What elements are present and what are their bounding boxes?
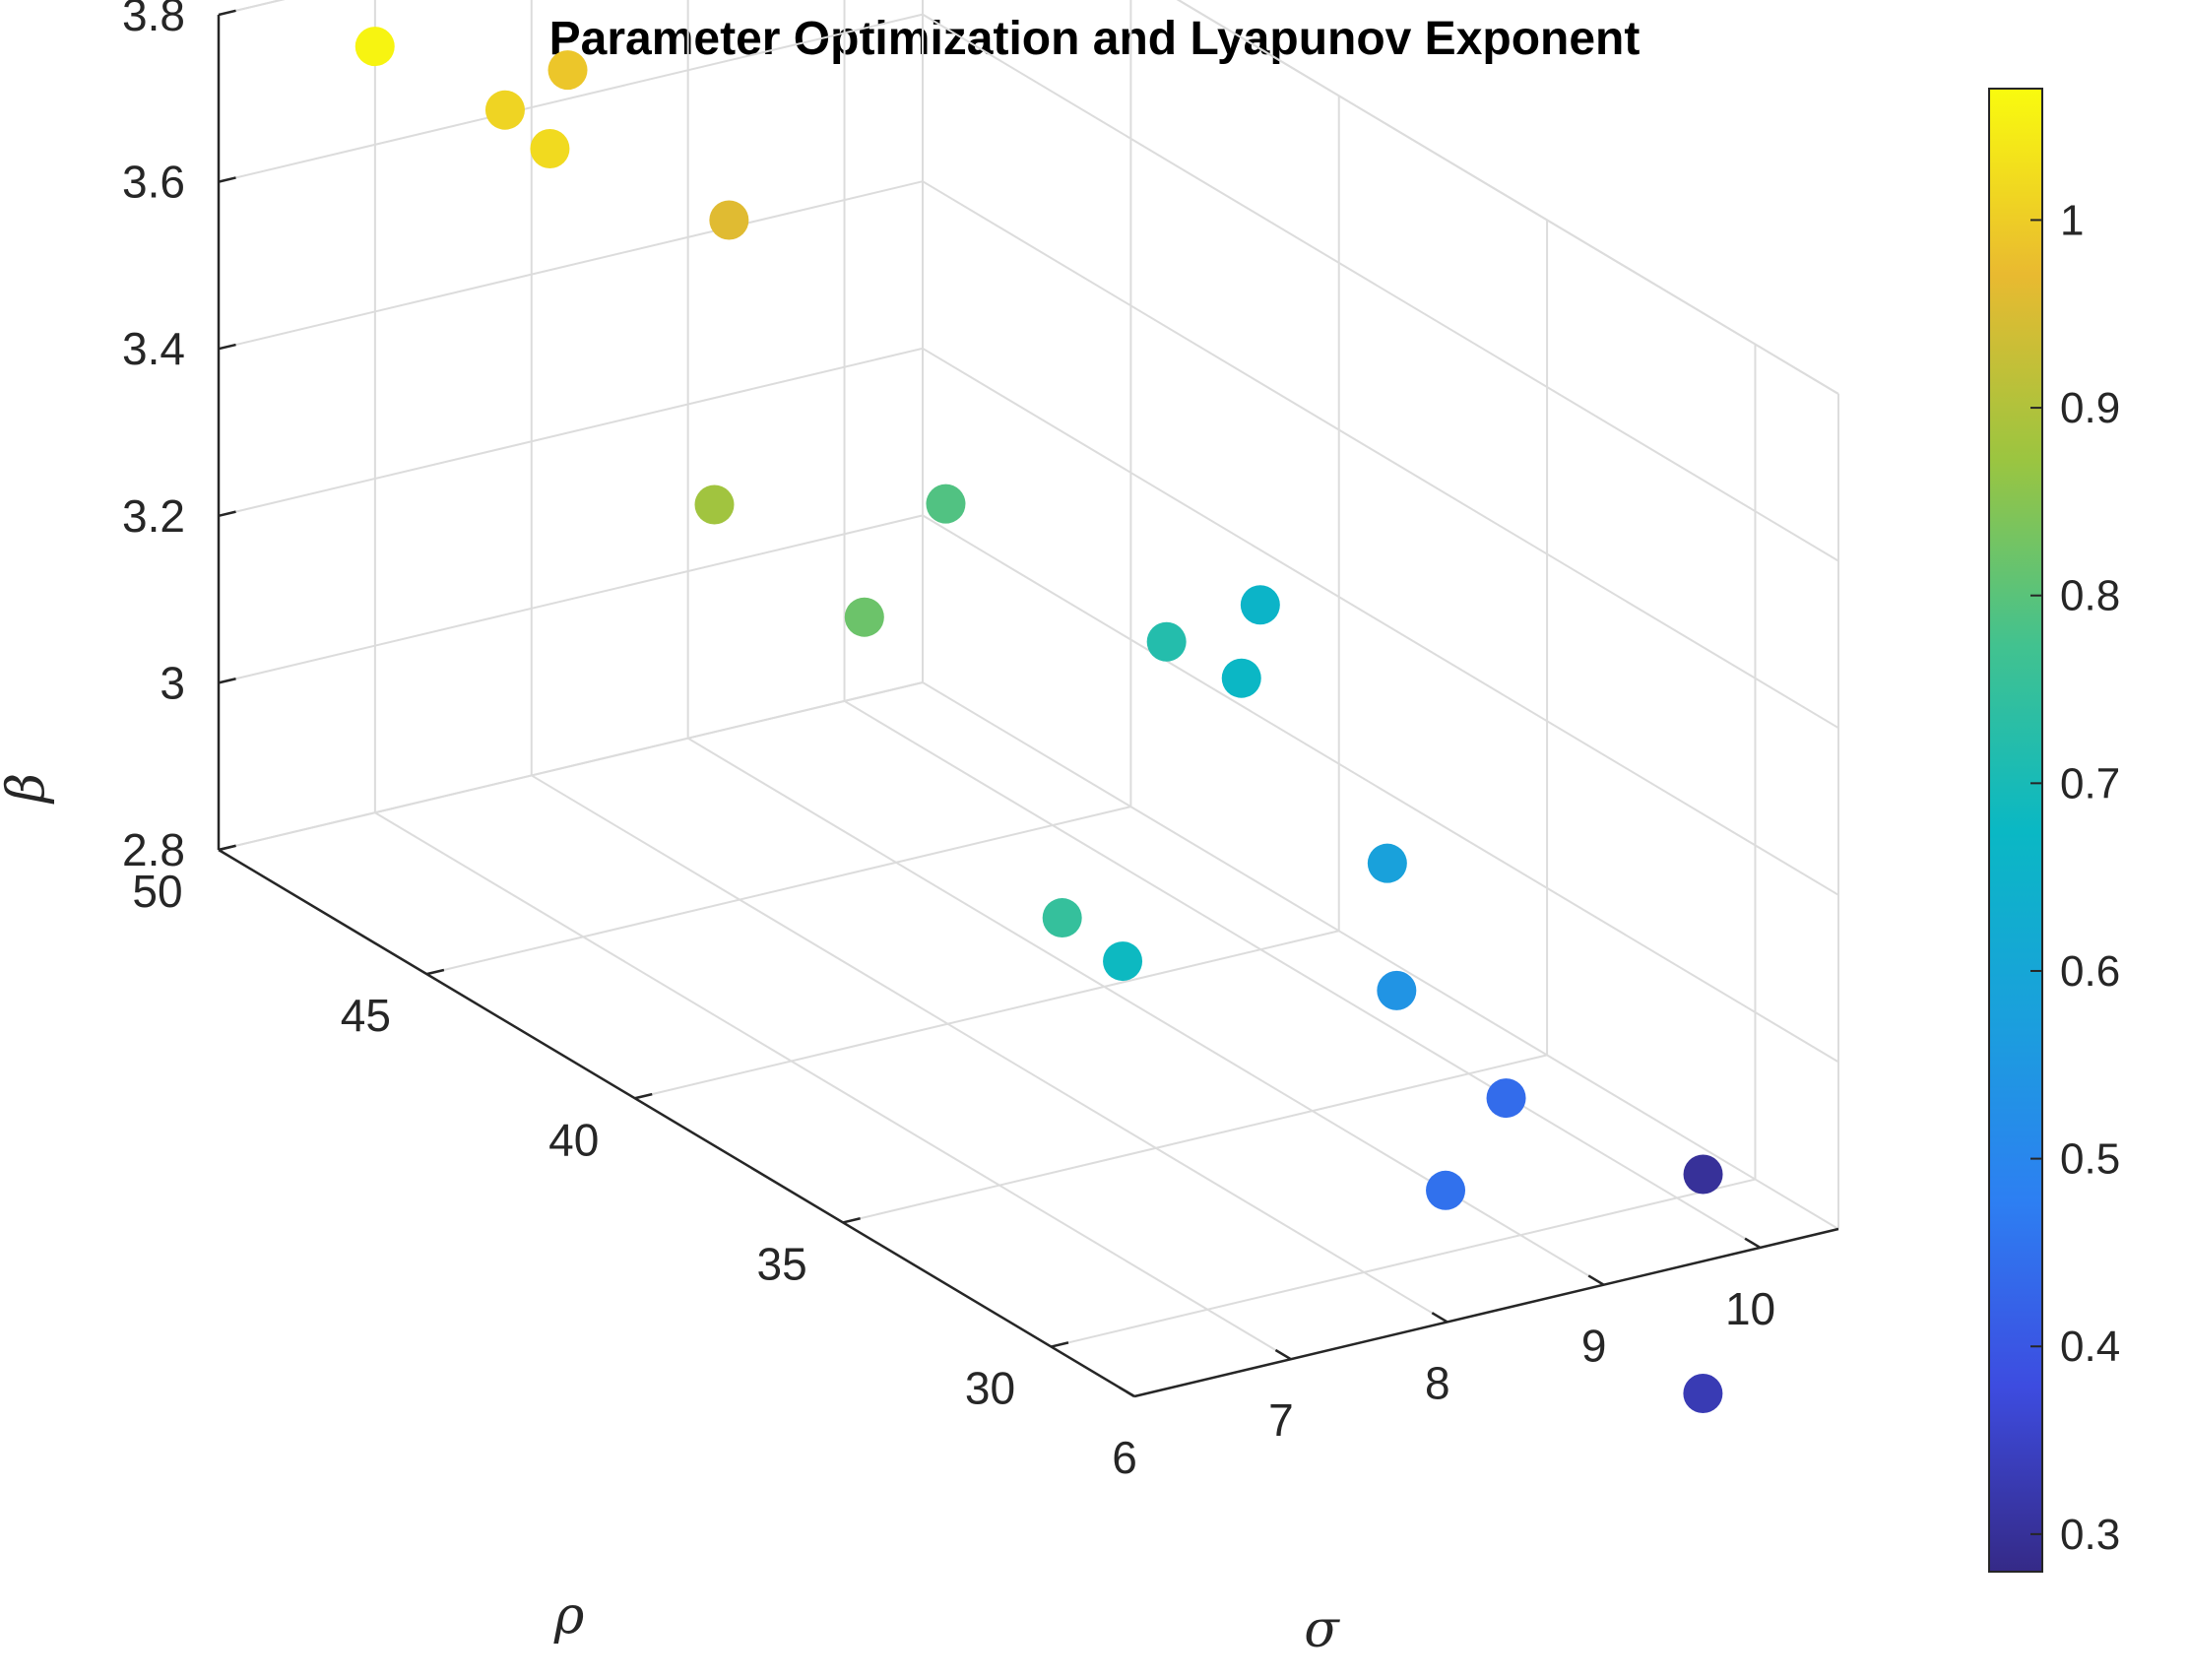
x-tick	[1431, 1312, 1449, 1324]
grid-line	[922, 13, 1839, 562]
colorbar-tick-label: 0.4	[2060, 1323, 2120, 1371]
scatter-point	[484, 90, 525, 130]
y-tick	[634, 1092, 653, 1100]
grid-line	[687, 737, 1605, 1286]
colorbar-tick-label: 1	[2060, 196, 2084, 244]
scatter-point	[1146, 621, 1187, 662]
x-tick-label: 7	[1268, 1394, 1294, 1446]
grid-line	[218, 681, 924, 851]
y-tick-label: 45	[341, 990, 391, 1041]
grid-line	[1051, 1178, 1756, 1348]
scatter-point	[1103, 941, 1143, 982]
x-tick	[1118, 1386, 1135, 1398]
grid-line	[922, 514, 1839, 1064]
axes	[217, 9, 1839, 1398]
x-tick	[1587, 1274, 1605, 1286]
z-tick	[218, 9, 236, 17]
colorbar: 0.3 0.4 0.5 0.6 0.7 0.8 0.9 1	[1988, 88, 2120, 1573]
z-tick-label: 3.6	[122, 157, 185, 208]
z-tick-label: 3.2	[122, 490, 185, 542]
scatter-point	[1367, 843, 1407, 883]
grid-line	[634, 930, 1339, 1100]
grid-line	[922, 681, 1839, 1230]
scatter-point	[547, 50, 588, 91]
grid-line	[218, 347, 924, 517]
scatter-point	[844, 597, 884, 637]
tick-labels: 6 7 8 9 10 30 35 40 45 502.8 3 3.2 3.4 3.6 3.8	[122, 0, 1775, 1483]
z-tick	[218, 678, 236, 684]
z-tick-label: 3	[160, 657, 185, 708]
y-tick	[426, 968, 445, 976]
scatter-point	[1683, 1374, 1723, 1414]
z-tick-label: 3.4	[122, 323, 185, 374]
x-axis-label: σ	[1304, 1600, 1340, 1659]
grid-line	[426, 806, 1131, 976]
colorbar-tick-label: 0.3	[2060, 1511, 2120, 1559]
scatter-point	[354, 27, 395, 67]
colorbar-tick-label: 0.8	[2060, 572, 2120, 620]
x-tick-label: 10	[1725, 1283, 1775, 1334]
colorbar-gradient	[1988, 88, 2043, 1573]
grid-line	[374, 811, 1292, 1361]
grid-line	[218, 180, 924, 351]
z-tick-label: 2.8	[122, 824, 185, 875]
scatter-point	[694, 485, 735, 525]
scatter-point	[1486, 1078, 1526, 1119]
scatter-point	[1042, 898, 1082, 938]
z-tick	[218, 343, 236, 351]
colorbar-tick-label: 0.6	[2060, 947, 2120, 996]
scatter-point	[530, 129, 570, 169]
x-tick-label: 8	[1425, 1357, 1450, 1408]
grid-line	[1176, 0, 1839, 395]
scatter-points	[354, 27, 1723, 1414]
z-tick-label: 3.8	[122, 0, 185, 40]
colorbar-tick-label: 0.9	[2060, 384, 2120, 432]
grid-line	[218, 514, 924, 684]
grid-lines	[218, 0, 1839, 1397]
y-axis-label: ρ	[553, 1586, 585, 1646]
grid-line	[844, 700, 1762, 1249]
x-tick	[1274, 1348, 1292, 1361]
scatter-point	[1221, 658, 1261, 698]
y-tick-label: 30	[965, 1363, 1015, 1414]
y-tick-label: 40	[548, 1114, 599, 1165]
axis-labels: σ ρ β	[0, 773, 1340, 1659]
grid-line	[218, 0, 286, 16]
x-tick-label: 9	[1581, 1321, 1607, 1372]
grid-line	[922, 347, 1839, 896]
grid-line	[218, 13, 924, 183]
scatter-point	[1377, 970, 1417, 1010]
scatter-point	[709, 200, 749, 240]
scatter-point	[926, 484, 966, 524]
scatter-point	[1426, 1170, 1466, 1210]
grid-line	[218, 0, 286, 16]
grid-line	[1176, 0, 1839, 395]
grid-line	[922, 180, 1839, 730]
scatter-point	[1240, 585, 1280, 625]
y-axis-line	[218, 848, 1135, 1398]
scatter-point	[1683, 1154, 1723, 1195]
grid-line	[842, 1054, 1548, 1224]
colorbar-tick-label: 0.7	[2060, 759, 2120, 808]
z-tick	[218, 844, 236, 852]
x-tick	[1744, 1237, 1762, 1249]
colorbar-tick-label: 0.5	[2060, 1135, 2120, 1184]
z-axis-label: β	[0, 773, 56, 805]
y-tick-label: 50	[132, 866, 182, 917]
x-axis-line	[1133, 1227, 1839, 1398]
y-tick	[842, 1217, 861, 1224]
z-tick	[218, 176, 236, 183]
y-tick-label: 35	[757, 1238, 807, 1289]
grid-line	[531, 774, 1449, 1324]
z-tick	[218, 510, 236, 518]
y-tick	[1051, 1341, 1069, 1348]
x-tick-label: 6	[1112, 1432, 1137, 1483]
chart-title: Parameter Optimization and Lyapunov Expo…	[548, 13, 1641, 65]
